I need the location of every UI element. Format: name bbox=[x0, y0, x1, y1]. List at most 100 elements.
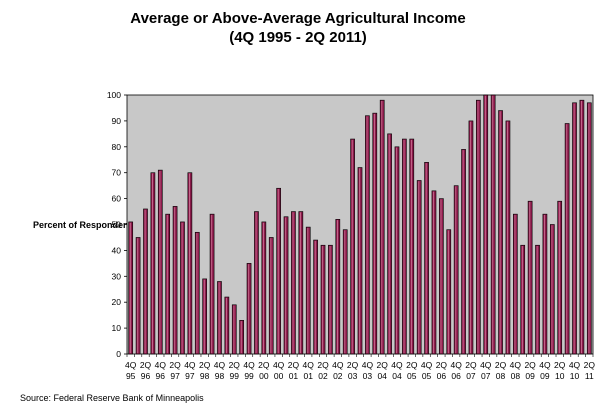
bar-highlight bbox=[248, 264, 250, 354]
y-tick-label: 50 bbox=[112, 220, 122, 230]
bar-highlight bbox=[581, 100, 582, 354]
bar bbox=[512, 213, 518, 355]
bar bbox=[180, 221, 185, 355]
x-tick-label-year: 06 bbox=[437, 371, 447, 381]
bar bbox=[157, 169, 163, 355]
x-tick-label-quarter: 2Q bbox=[465, 360, 477, 370]
bar bbox=[527, 200, 533, 355]
bar bbox=[461, 149, 466, 355]
y-tick-label: 10 bbox=[112, 323, 122, 333]
x-tick-label-quarter: 2Q bbox=[347, 360, 359, 370]
x-tick-label-year: 03 bbox=[363, 371, 373, 381]
bar-highlight bbox=[373, 113, 375, 354]
bar-highlight bbox=[285, 217, 287, 354]
bar bbox=[572, 102, 577, 355]
bar-highlight bbox=[536, 246, 538, 354]
x-tick-label-year: 95 bbox=[126, 371, 136, 381]
x-tick-label-year: 96 bbox=[156, 371, 166, 381]
x-tick-label-quarter: 4Q bbox=[391, 360, 403, 370]
x-tick-label-year: 08 bbox=[511, 371, 521, 381]
x-tick-label-year: 05 bbox=[407, 371, 417, 381]
x-tick-label-year: 04 bbox=[392, 371, 402, 381]
bar-highlight bbox=[462, 150, 464, 354]
bar bbox=[505, 120, 511, 355]
bar bbox=[424, 162, 429, 355]
y-tick-label: 0 bbox=[116, 349, 121, 359]
bar bbox=[342, 229, 348, 355]
x-tick-label-year: 05 bbox=[422, 371, 432, 381]
bar-highlight bbox=[240, 321, 242, 354]
x-tick-label-quarter: 2Q bbox=[406, 360, 418, 370]
x-tick-label-quarter: 4Q bbox=[480, 360, 492, 370]
x-tick-label-quarter: 4Q bbox=[243, 360, 255, 370]
x-tick-label-quarter: 4Q bbox=[510, 360, 522, 370]
bar bbox=[416, 180, 422, 355]
x-tick-label-year: 00 bbox=[259, 371, 269, 381]
bar bbox=[246, 263, 252, 355]
bar-highlight bbox=[203, 279, 205, 354]
bar bbox=[335, 219, 341, 355]
x-tick-label-quarter: 4Q bbox=[273, 360, 285, 370]
bar bbox=[439, 198, 444, 355]
bar-highlight bbox=[410, 139, 412, 354]
bar bbox=[453, 185, 459, 355]
bar bbox=[143, 208, 148, 355]
x-tick-label-year: 99 bbox=[230, 371, 240, 381]
x-tick-label-quarter: 2Q bbox=[229, 360, 241, 370]
bar bbox=[476, 99, 481, 355]
bar bbox=[557, 200, 563, 355]
bar bbox=[194, 231, 200, 355]
x-tick-label-year: 01 bbox=[289, 371, 299, 381]
x-tick-label-year: 11 bbox=[585, 371, 594, 381]
bar bbox=[379, 99, 385, 355]
bar bbox=[209, 213, 215, 355]
source-note: Source: Federal Reserve Bank of Minneapo… bbox=[20, 393, 204, 403]
x-tick-label-quarter: 4Q bbox=[214, 360, 226, 370]
bar-highlight bbox=[507, 121, 509, 354]
y-axis: 0 10 20 30 40 50 60 70 80 90 100 bbox=[107, 90, 127, 359]
bar-highlight bbox=[152, 173, 153, 354]
bar-highlight bbox=[144, 209, 146, 354]
bar-highlight bbox=[270, 238, 272, 354]
y-tick-label: 20 bbox=[112, 297, 122, 307]
bar-highlight bbox=[447, 230, 449, 354]
bar bbox=[283, 216, 289, 355]
y-tick-label: 30 bbox=[112, 271, 122, 281]
x-tick-label-quarter: 4Q bbox=[332, 360, 344, 370]
x-tick-label-year: 08 bbox=[496, 371, 506, 381]
x-tick-label-quarter: 4Q bbox=[450, 360, 462, 370]
x-tick-label-quarter: 2Q bbox=[169, 360, 181, 370]
bar-highlight bbox=[336, 220, 338, 354]
bar-highlight bbox=[558, 201, 560, 354]
bar bbox=[542, 213, 548, 355]
y-tick-label: 70 bbox=[112, 168, 122, 178]
bar bbox=[239, 320, 244, 355]
bar-highlight bbox=[181, 222, 183, 354]
y-tick-label: 60 bbox=[112, 194, 122, 204]
bar-highlight bbox=[159, 170, 161, 354]
bar-highlight bbox=[300, 212, 301, 354]
x-tick-label-quarter: 4Q bbox=[125, 360, 137, 370]
x-tick-label-year: 98 bbox=[200, 371, 210, 381]
x-tick-label-quarter: 2Q bbox=[554, 360, 566, 370]
bar-highlight bbox=[218, 282, 220, 354]
x-tick-label-quarter: 4Q bbox=[184, 360, 196, 370]
bar bbox=[387, 133, 392, 355]
bar bbox=[328, 244, 333, 355]
bar bbox=[254, 211, 259, 355]
bar bbox=[402, 138, 407, 355]
x-tick-label-year: 00 bbox=[274, 371, 284, 381]
x-tick-label-quarter: 2Q bbox=[584, 360, 596, 370]
x-tick-label-quarter: 2Q bbox=[377, 360, 389, 370]
bar bbox=[350, 138, 355, 355]
bar bbox=[135, 237, 141, 355]
bar bbox=[268, 237, 274, 355]
x-tick-label-quarter: 2Q bbox=[524, 360, 536, 370]
bar-highlight bbox=[521, 246, 523, 354]
bar bbox=[579, 99, 585, 355]
bar bbox=[535, 244, 540, 355]
bar-highlight bbox=[277, 189, 279, 354]
bar bbox=[498, 110, 503, 355]
bar bbox=[372, 112, 378, 355]
y-axis-label: Percent of Respondents bbox=[33, 220, 137, 230]
